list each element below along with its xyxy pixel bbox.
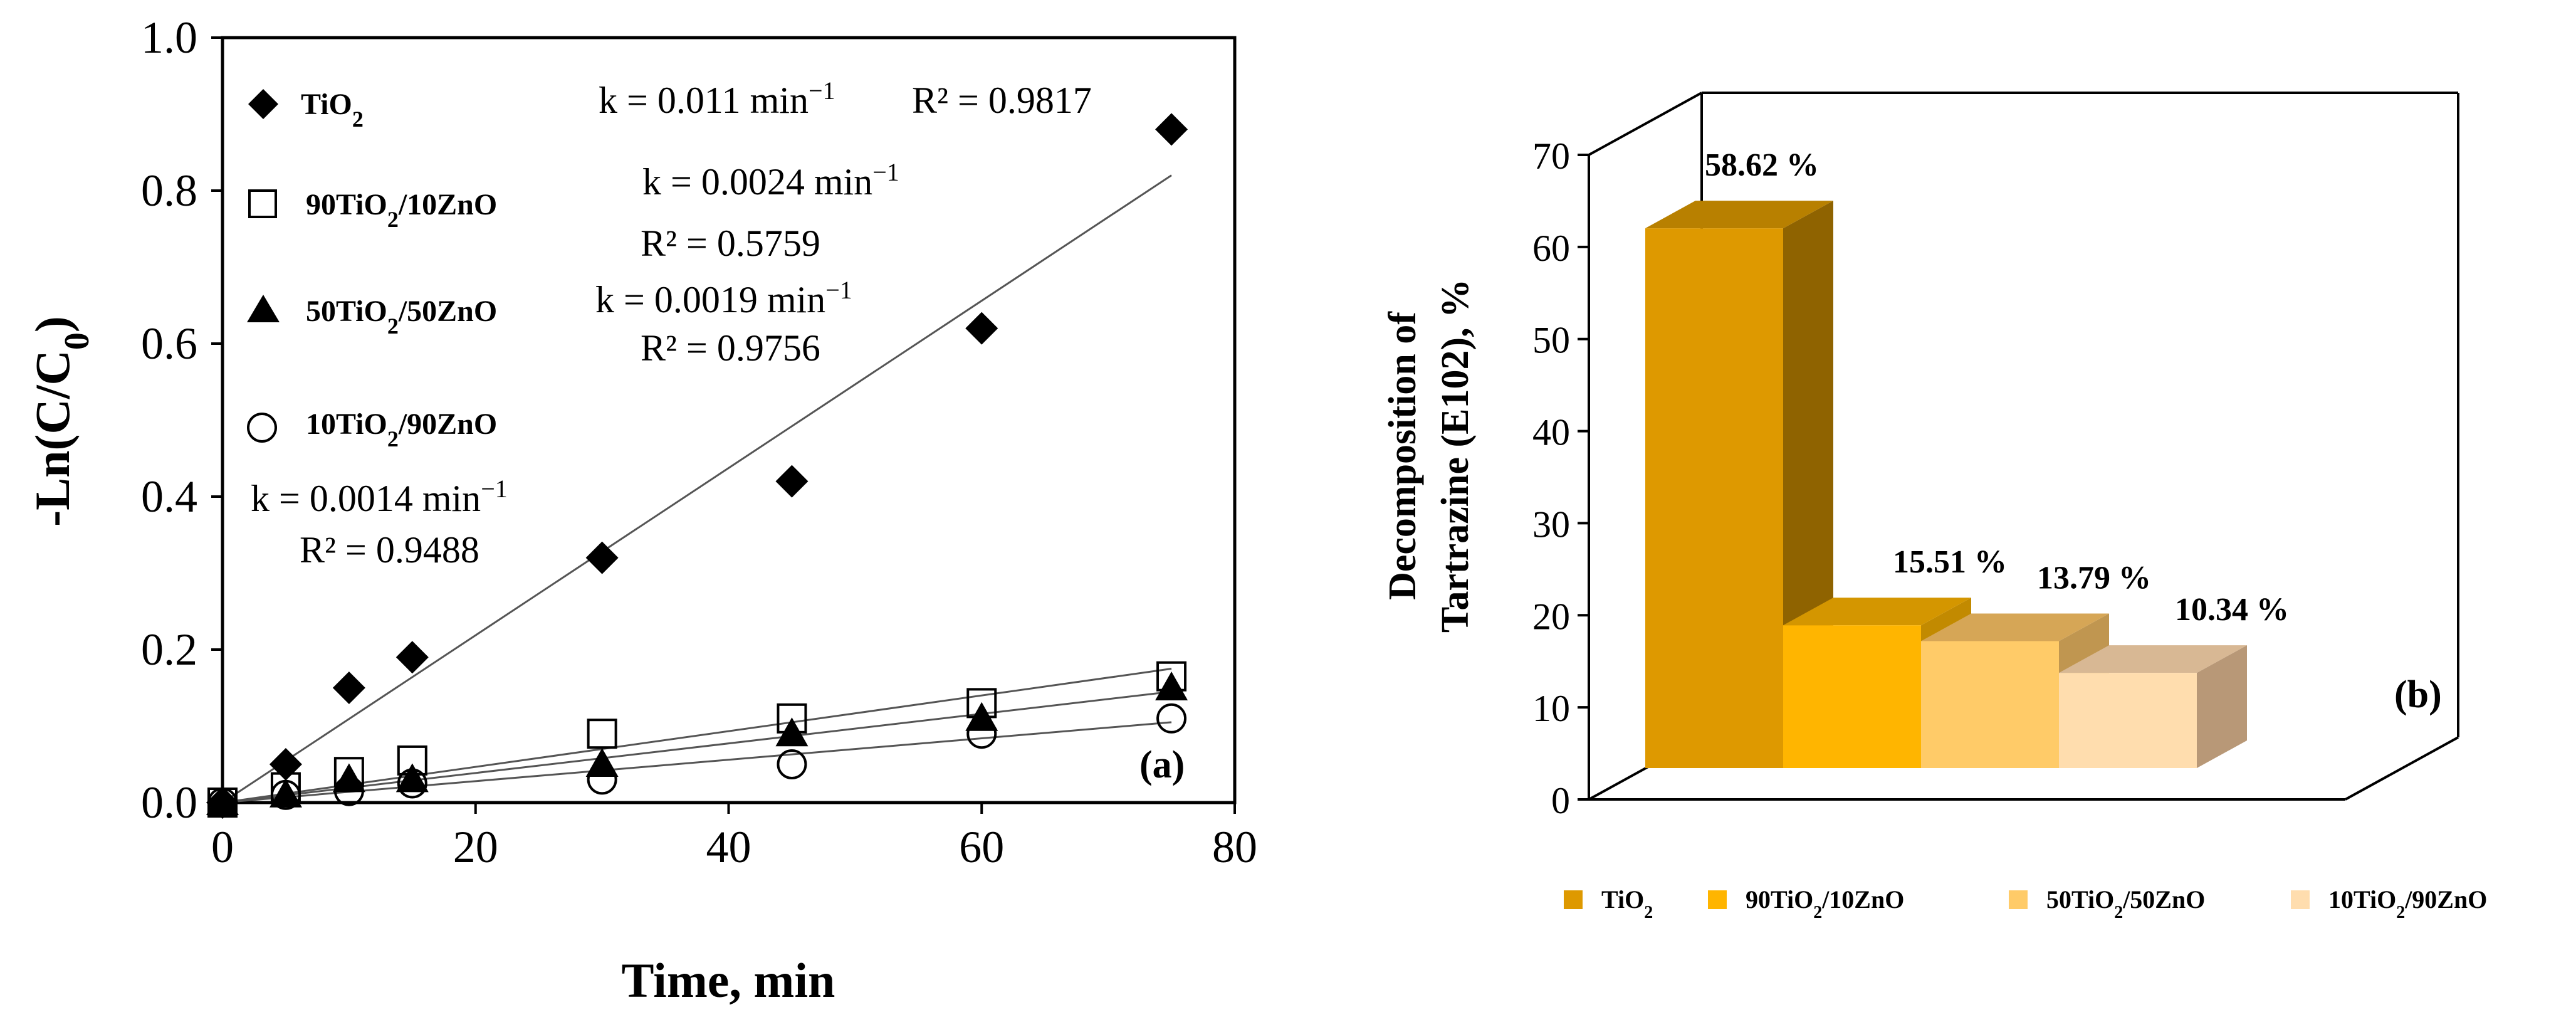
chart-b-y-axis: 0 10 20 30 40 50 60 70 bbox=[1532, 135, 1589, 821]
data-point-3-7 bbox=[1156, 703, 1187, 734]
chart-a-kinetics: 0.0 0.2 0.4 0.6 0.8 1.0 0 20 40 60 80 Time, min -… bbox=[25, 13, 1257, 1008]
chart-a-x-axis-title: Time, min bbox=[622, 953, 835, 1008]
legend-marker-circle bbox=[247, 413, 277, 443]
legend-marker-square bbox=[248, 189, 277, 218]
data-point-3-6 bbox=[966, 719, 997, 749]
chart-b-y-tick-label: 40 bbox=[1532, 412, 1570, 453]
legend-marker-triangle bbox=[247, 295, 280, 322]
bar-top-3 bbox=[2059, 645, 2247, 673]
data-point-2-1 bbox=[269, 778, 302, 808]
annotation-r2-90tio2: R² = 0.5759 bbox=[641, 223, 820, 264]
chart-a-x-tick-label: 80 bbox=[1212, 822, 1257, 872]
bar-side-3 bbox=[2197, 645, 2247, 768]
chart-a-y-tick-label: 0.4 bbox=[141, 472, 197, 522]
legend-label-50tio2-50zno: 50TiO2/50ZnO bbox=[306, 295, 497, 339]
bar-top-1 bbox=[1783, 598, 1971, 626]
chart-b-data-labels: 58.62 % 15.51 % 13.79 % 10.34 % bbox=[1705, 147, 2289, 628]
fit-line-0 bbox=[222, 174, 1172, 804]
data-point-2-7 bbox=[1155, 672, 1188, 700]
data-point-0-2 bbox=[332, 672, 365, 704]
data-point-3-3 bbox=[397, 768, 427, 799]
chart-a-x-tick-label: 60 bbox=[959, 822, 1004, 872]
chart-a-y-tick-label: 0.0 bbox=[141, 777, 197, 828]
bar-value-label-0: 58.62 % bbox=[1705, 147, 1819, 183]
chart-a-data-points bbox=[206, 113, 1188, 819]
chart-b-3d-frame bbox=[1588, 92, 2459, 801]
panel-label-a: (a) bbox=[1139, 744, 1185, 786]
annotation-k-10tio2: k = 0.0014 min−1 bbox=[251, 475, 508, 520]
chart-a-fit-lines bbox=[222, 174, 1172, 804]
chart-a-y-tick-label: 1.0 bbox=[141, 13, 197, 63]
chart-b-decomposition: 0 10 20 30 40 50 60 70 58.62 % 15.51 % 13.79 % 10.… bbox=[1381, 92, 2487, 922]
chart-a-x-tick-label: 40 bbox=[706, 822, 751, 872]
data-point-3-0 bbox=[207, 788, 238, 818]
chart-a-y-tick-label: 0.2 bbox=[141, 624, 197, 675]
annotation-r2-10tio2: R² = 0.9488 bbox=[300, 529, 479, 571]
bar-3 bbox=[2059, 673, 2197, 768]
chart-b-y-tick-label: 50 bbox=[1532, 320, 1570, 361]
data-point-1-4 bbox=[587, 719, 617, 749]
data-point-2-5 bbox=[775, 717, 809, 747]
legend-label-2: 50TiO2/50ZnO bbox=[2046, 885, 2205, 922]
chart-a-x-axis: 0 20 40 60 80 bbox=[211, 803, 1257, 872]
chart-b-y-tick-label: 60 bbox=[1532, 228, 1570, 269]
annotation-k-tio2: k = 0.011 min−1 bbox=[599, 76, 835, 122]
chart-a-y-tick-label: 0.6 bbox=[141, 319, 197, 369]
data-point-2-0 bbox=[206, 786, 239, 815]
data-point-0-4 bbox=[585, 541, 619, 574]
chart-b-y-tick-label: 70 bbox=[1532, 135, 1570, 177]
bar-value-label-3: 10.34 % bbox=[2175, 592, 2289, 628]
legend-swatch-1 bbox=[1708, 890, 1727, 909]
legend-swatch-2 bbox=[2009, 890, 2028, 909]
chart-b-legend: TiO2 90TiO2/10ZnO 50TiO2/50ZnO 10TiO2/90ZnO bbox=[1564, 885, 2487, 922]
panel-label-b: (b) bbox=[2394, 673, 2442, 716]
legend-swatch-3 bbox=[2291, 890, 2310, 909]
bar-1 bbox=[1783, 625, 1921, 768]
fit-line-1 bbox=[222, 668, 1172, 804]
chart-a-x-tick-label: 20 bbox=[453, 822, 498, 872]
chart-b-bars bbox=[1645, 201, 2247, 769]
annotation-r2-50tio2: R² = 0.9756 bbox=[641, 327, 820, 369]
chart-a-legend: TiO2 90TiO2/10ZnO 50TiO2/50ZnO 10TiO2/90… bbox=[247, 88, 497, 451]
legend-label-3: 10TiO2/90ZnO bbox=[2328, 885, 2487, 922]
legend-label-0: TiO2 bbox=[1601, 885, 1653, 922]
data-point-3-1 bbox=[270, 779, 301, 810]
bar-top-2 bbox=[1921, 613, 2109, 641]
annotation-k-90tio2: k = 0.0024 min−1 bbox=[642, 158, 899, 203]
data-point-2-3 bbox=[395, 763, 429, 793]
data-point-3-4 bbox=[587, 764, 617, 795]
data-point-3-2 bbox=[333, 776, 364, 806]
chart-a-y-tick-label: 0.8 bbox=[141, 166, 197, 216]
chart-a-y-axis-title: -Ln(C/C0) bbox=[25, 316, 97, 527]
bar-value-label-2: 13.79 % bbox=[2037, 560, 2151, 596]
chart-a-annotations: k = 0.011 min−1 R² = 0.9817 k = 0.0024 m… bbox=[251, 76, 1185, 787]
chart-b-y-tick-label: 30 bbox=[1532, 503, 1570, 545]
data-point-3-5 bbox=[777, 749, 807, 779]
chart-b-y-tick-label: 10 bbox=[1532, 688, 1570, 729]
legend-label-1: 90TiO2/10ZnO bbox=[1746, 885, 1904, 922]
fit-line-2 bbox=[222, 690, 1172, 804]
annotation-k-50tio2: k = 0.0019 min−1 bbox=[595, 276, 852, 321]
bar-0 bbox=[1645, 228, 1783, 769]
chart-a-y-axis: 0.0 0.2 0.4 0.6 0.8 1.0 bbox=[141, 13, 223, 828]
data-point-0-5 bbox=[775, 465, 809, 498]
legend-label-tio2: TiO2 bbox=[301, 88, 364, 132]
chart-b-y-tick-label: 20 bbox=[1532, 596, 1570, 637]
legend-label-90tio2-10zno: 90TiO2/10ZnO bbox=[306, 188, 497, 232]
data-point-0-7 bbox=[1155, 113, 1188, 146]
bar-2 bbox=[1921, 641, 2059, 768]
chart-b-y-tick-label: 0 bbox=[1551, 780, 1570, 821]
legend-marker-diamond bbox=[248, 89, 278, 119]
fit-line-3 bbox=[222, 721, 1172, 804]
legend-label-10tio2-90zno: 10TiO2/90ZnO bbox=[306, 408, 497, 451]
data-point-0-3 bbox=[395, 641, 429, 674]
chart-b-y-axis-title: Decomposition of Tartrazine (E102), % bbox=[1381, 279, 1477, 633]
chart-a-x-tick-label: 0 bbox=[211, 822, 234, 872]
legend-swatch-0 bbox=[1564, 890, 1583, 909]
data-point-0-6 bbox=[965, 312, 998, 345]
annotation-r2-tio2: R² = 0.9817 bbox=[912, 80, 1092, 121]
bar-value-label-1: 15.51 % bbox=[1893, 544, 2007, 580]
bar-top-0 bbox=[1645, 201, 1833, 229]
